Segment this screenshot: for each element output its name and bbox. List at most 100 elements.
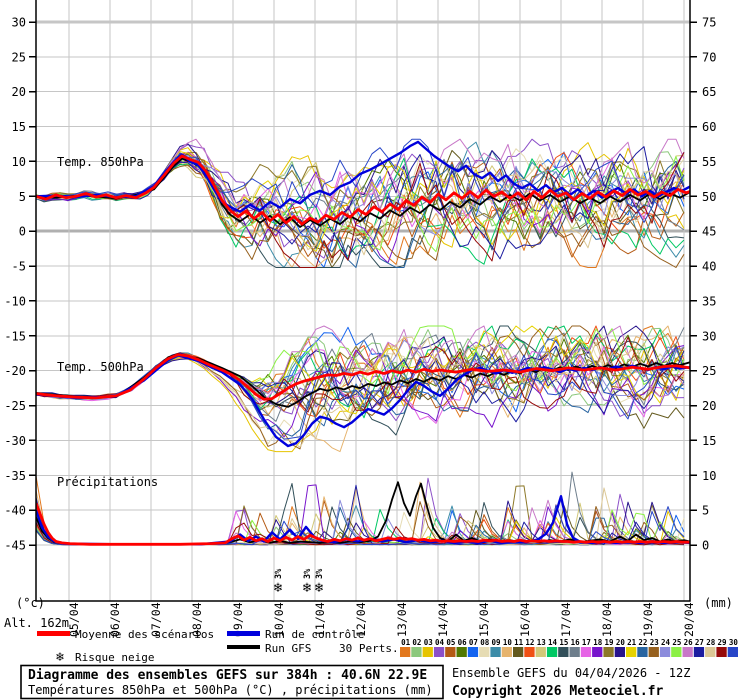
chart-title: Diagramme des ensembles GEFS sur 384h : …	[28, 668, 427, 683]
date-label: 13/04	[395, 602, 409, 637]
right-axis-tick-label: 55	[702, 155, 716, 169]
pert-color-swatch	[569, 647, 580, 657]
date-label: 11/04	[313, 602, 327, 637]
left-axis-tick-label: 15	[12, 120, 26, 134]
pert-number-label: 16	[571, 638, 581, 647]
pert-color-swatch	[546, 647, 558, 657]
control-line-850	[36, 140, 690, 213]
pert-number-label: 23	[650, 638, 660, 647]
gfs-legend-label: Run GFS	[265, 642, 311, 655]
date-label: 12/04	[354, 602, 368, 637]
pert-number-label: 07	[469, 638, 478, 647]
date-label: 10/04	[272, 602, 286, 637]
date-label: 19/04	[641, 602, 655, 637]
pert-number-label: 18	[593, 638, 603, 647]
plot-frame	[29, 0, 697, 602]
footer-box	[20, 664, 444, 700]
right-axis-tick-label: 15	[702, 434, 716, 448]
pert-number-label: 11	[514, 638, 524, 647]
pert-number-label: 19	[605, 638, 615, 647]
left-axis-tick-label: -15	[4, 329, 26, 343]
left-axis-tick-label: -35	[4, 469, 26, 483]
pert-color-swatch	[659, 647, 671, 657]
pert-color-swatch	[433, 647, 445, 657]
panel-label-500: Temp. 500hPa	[57, 360, 144, 374]
pert-number-label: 28	[706, 638, 716, 647]
right-axis-tick-label: 70	[702, 50, 716, 64]
pert-color-swatch	[535, 647, 546, 657]
pert-number-label: 25	[672, 638, 681, 647]
right-axis-tick-label: 65	[702, 85, 716, 99]
left-axis-tick-label: -45	[4, 539, 26, 553]
altitude-label: Alt. 162m	[4, 616, 69, 630]
pert-color-swatch	[614, 647, 625, 657]
left-axis-tick-label: -10	[4, 294, 26, 308]
pert-number-label: 21	[627, 638, 637, 647]
pert-number-label: 14	[548, 638, 558, 647]
axis-labels: 302520151050-5-10-15-20-25-30-35-40-4575…	[4, 16, 716, 638]
pert-color-swatch	[603, 647, 614, 657]
snow-risk-percent: 3%	[274, 568, 284, 579]
pert-color-swatch	[501, 647, 512, 657]
snow-risk-markers: ❄3%❄3%❄3%	[274, 568, 325, 596]
control-legend-label: Run de contrôle	[265, 628, 364, 641]
mean-line-precip	[36, 502, 690, 546]
mean-line-850	[36, 154, 690, 226]
date-label: 16/04	[518, 602, 532, 637]
gfs-legend-swatch	[227, 645, 260, 649]
pert-number-label: 06	[458, 638, 468, 647]
pert-color-swatch	[580, 647, 592, 657]
left-axis-tick-label: 30	[12, 16, 26, 30]
pert-color-swatch	[693, 647, 705, 657]
left-axis-tick-label: 0	[19, 225, 26, 239]
snowflake-icon: ❄	[55, 650, 64, 665]
date-label: 15/04	[477, 602, 491, 637]
pert-number-label: 20	[616, 638, 626, 647]
pert-number-label: 27	[695, 638, 704, 647]
right-axis-tick-label: 0	[702, 539, 709, 553]
member-line-850	[36, 156, 685, 253]
pert-number-label: 24	[661, 638, 671, 647]
left-axis-tick-label: 25	[12, 50, 26, 64]
right-axis-tick-label: 75	[702, 16, 716, 30]
pert-number-label: 02	[412, 638, 421, 647]
pert-number-label: 01	[401, 638, 411, 647]
right-axis-tick-label: 20	[702, 399, 716, 413]
left-axis-tick-label: 20	[12, 85, 26, 99]
date-label: 06/04	[108, 602, 122, 637]
left-axis-tick-label: -30	[4, 434, 26, 448]
pert-color-swatch	[445, 647, 456, 657]
pert-number-label: 10	[503, 638, 513, 647]
pert-color-swatch	[490, 647, 501, 657]
pert-color-swatch	[671, 647, 682, 657]
pert-color-swatch	[682, 647, 693, 657]
pert-color-swatch	[479, 647, 490, 657]
gridlines	[36, 0, 690, 601]
pert-color-swatch	[716, 647, 727, 657]
left-axis-tick-label: -5	[12, 260, 26, 274]
snowflake-icon: ❄	[303, 580, 312, 596]
perts-legend-label: 30 Perts.	[339, 642, 399, 655]
pert-number-label: 29	[718, 638, 728, 647]
panel-label-precip: Précipitations	[57, 475, 158, 489]
pert-color-swatch	[513, 647, 524, 657]
left-axis-tick-label: -20	[4, 364, 26, 378]
member-line-850	[36, 138, 685, 223]
panel-label-850: Temp. 850hPa	[57, 155, 144, 169]
control-legend-swatch	[227, 631, 260, 636]
right-axis-tick-label: 30	[702, 329, 716, 343]
left-axis-unit: (°c)	[16, 596, 45, 610]
right-axis-tick-label: 35	[702, 294, 716, 308]
pert-color-swatch	[626, 647, 637, 657]
pert-color-swatch	[705, 647, 716, 657]
pert-color-swatch	[456, 647, 467, 657]
right-axis-tick-label: 10	[702, 469, 716, 483]
snow-risk-percent: 3%	[315, 568, 325, 579]
copyright: Copyright 2026 Meteociel.fr	[452, 684, 663, 699]
right-axis-tick-label: 40	[702, 260, 716, 274]
date-label: 09/04	[231, 602, 245, 637]
pert-number-label: 26	[684, 638, 694, 647]
pert-color-swatch	[422, 647, 433, 657]
pert-number-label: 05	[446, 638, 455, 647]
